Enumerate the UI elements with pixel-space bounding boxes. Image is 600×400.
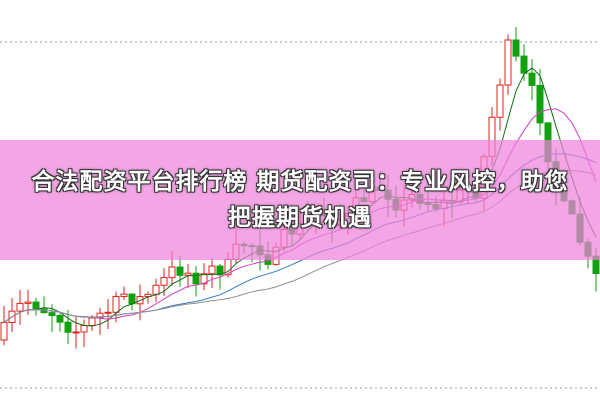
candle-part [56,315,64,323]
candle-part [512,39,520,57]
candle-part [0,321,8,341]
candle-part [24,301,32,304]
candle-part [536,84,544,124]
candle-part [160,277,168,286]
candle-part [104,311,112,314]
candle-part [80,325,88,333]
candle-part [128,293,136,305]
candle-part [504,39,512,86]
candle-part [176,266,184,276]
candle-part [528,72,536,86]
candle-part [192,272,200,285]
candle-part [184,272,192,276]
candle-part [72,331,80,334]
candle-part [168,266,176,279]
candle-part [88,317,96,327]
candle-part [112,295,120,313]
banner: 合法配资平台排行榜 期货配资司：专业风控，助您把握期货机遇 [0,140,600,260]
candle-part [120,293,128,297]
title: 合法配资平台排行榜 期货配资司：专业风控，助您把握期货机遇 [31,169,569,231]
candle-part [520,55,528,74]
candle-part [208,265,216,275]
candle-part [16,302,24,312]
candle-part [152,284,160,295]
candle-part [496,84,504,118]
candle-part [32,301,40,310]
candle-part [64,321,72,333]
candle-part [200,273,208,285]
candle-part [48,312,56,317]
